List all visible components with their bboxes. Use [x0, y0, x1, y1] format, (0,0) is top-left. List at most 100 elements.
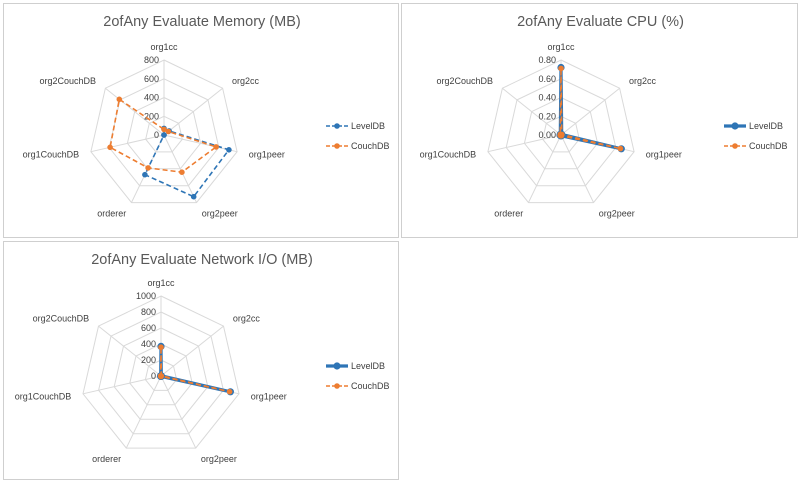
data-point-couchdb	[557, 131, 564, 138]
legend-marker	[334, 383, 340, 389]
data-point-couchdb	[161, 126, 167, 133]
category-label: org1CouchDB	[23, 149, 80, 159]
data-point-couchdb	[558, 65, 564, 72]
grid-ring	[145, 115, 183, 153]
legend-marker	[334, 143, 340, 149]
legend-label: CouchDB	[749, 141, 788, 151]
category-label: org2cc	[232, 76, 260, 86]
data-point-leveldb	[142, 171, 148, 178]
grid-ring	[98, 311, 224, 435]
chart-title: 2ofAny Evaluate CPU (%)	[517, 14, 684, 30]
data-point-couchdb	[213, 144, 219, 150]
grid-ring	[82, 295, 240, 449]
category-label: org1peer	[251, 392, 287, 402]
data-point-couchdb	[165, 128, 172, 135]
grid-ring	[129, 343, 193, 406]
grid-ring	[523, 96, 599, 170]
legend-label: LevelDB	[351, 361, 385, 371]
grid-spoke	[487, 134, 562, 153]
data-point-leveldb	[190, 193, 197, 200]
memory-chart-panel: 2ofAny Evaluate Memory (MB) 0 200 400 600 800…	[3, 3, 399, 238]
radial-tick-label: 1000	[136, 291, 156, 301]
category-label: org2peer	[201, 454, 237, 464]
grid-spoke	[163, 87, 223, 136]
grid-spoke	[160, 325, 224, 377]
data-point-couchdb	[226, 388, 233, 395]
series-line-couchdb	[559, 67, 622, 150]
chart-title: 2ofAny Evaluate Memory (MB)	[103, 14, 300, 30]
legend-marker	[732, 143, 738, 149]
grid-spoke	[560, 87, 620, 136]
data-point-couchdb	[157, 373, 164, 379]
category-label: org1cc	[150, 42, 178, 52]
radial-tick-label: 400	[144, 93, 159, 103]
category-label: org2CouchDB	[436, 76, 493, 86]
grid-ring	[113, 327, 209, 420]
data-point-leveldb	[226, 147, 232, 153]
grid-spoke	[528, 134, 562, 203]
grid-spoke	[125, 375, 162, 449]
grid-spoke	[560, 134, 594, 203]
chart-title: 2ofAny Evaluate Network I/O (MB)	[91, 252, 313, 268]
radial-tick-label: 200	[141, 355, 156, 365]
radial-tick-label: 800	[141, 307, 156, 317]
network-chart-panel: 2ofAny Evaluate Network I/O (MB) 0 200 400 6…	[3, 241, 399, 480]
category-label: org1CouchDB	[420, 149, 477, 159]
radial-tick-label: 0.40	[538, 93, 556, 103]
radial-tick-label: 400	[141, 339, 156, 349]
cpu-chart-panel: 2ofAny Evaluate CPU (%) 0.00 0.20 0.40 0.60 0…	[401, 3, 798, 238]
category-label: org1cc	[147, 278, 175, 288]
legend-label: LevelDB	[749, 121, 783, 131]
grid-ring	[542, 115, 580, 153]
category-label: org1peer	[249, 149, 285, 159]
category-label: org2cc	[233, 314, 261, 324]
grid-spoke	[98, 325, 162, 377]
series-line-leveldb	[159, 344, 232, 394]
radial-tick-label: 0.60	[538, 74, 556, 84]
radial-tick-label: 600	[141, 323, 156, 333]
category-label: org2cc	[629, 76, 657, 86]
category-label: org1cc	[547, 42, 575, 52]
data-point-couchdb	[116, 96, 123, 103]
grid-ring	[487, 59, 635, 204]
data-point-couchdb	[179, 169, 185, 175]
legend-label: LevelDB	[351, 121, 385, 131]
category-label: orderer	[92, 454, 121, 464]
grid-spoke	[90, 134, 165, 153]
legend-marker	[333, 362, 341, 370]
grid-ring	[108, 78, 220, 187]
data-point-leveldb	[161, 132, 167, 138]
radial-tick-label: 200	[144, 111, 159, 121]
data-point-couchdb	[617, 145, 624, 152]
data-point-couchdb	[145, 165, 151, 171]
category-label: orderer	[97, 208, 126, 218]
category-label: org1CouchDB	[15, 392, 72, 402]
radial-tick-label: 800	[144, 55, 159, 65]
grid-ring	[90, 59, 238, 204]
grid-spoke	[160, 375, 197, 449]
legend-label: CouchDB	[351, 381, 390, 391]
category-label: org2CouchDB	[33, 314, 90, 324]
radial-tick-label: 0	[151, 371, 156, 381]
legend-marker	[731, 122, 739, 130]
grid-ring	[144, 359, 178, 391]
category-label: org2peer	[599, 208, 635, 218]
grid-spoke	[163, 134, 197, 203]
legend-label: CouchDB	[351, 141, 390, 151]
grid-ring	[505, 78, 617, 187]
legend-marker	[334, 123, 340, 129]
category-label: org2peer	[202, 208, 238, 218]
radial-tick-label: 0.00	[538, 130, 556, 140]
grid-spoke	[502, 87, 562, 136]
category-label: orderer	[494, 208, 523, 218]
grid-spoke	[82, 375, 162, 395]
category-label: org1peer	[646, 149, 682, 159]
series-line-couchdb	[109, 98, 217, 173]
radar-chart-svg: 2ofAny Evaluate Memory (MB) 0 200 400 600 800…	[23, 14, 390, 218]
radar-chart-svg: 2ofAny Evaluate CPU (%) 0.00 0.20 0.40 0.60 0…	[420, 14, 788, 218]
category-label: org2CouchDB	[39, 76, 96, 86]
radial-tick-label: 600	[144, 74, 159, 84]
grid-spoke	[105, 87, 165, 136]
grid-ring	[126, 96, 202, 170]
data-point-couchdb	[107, 144, 113, 151]
